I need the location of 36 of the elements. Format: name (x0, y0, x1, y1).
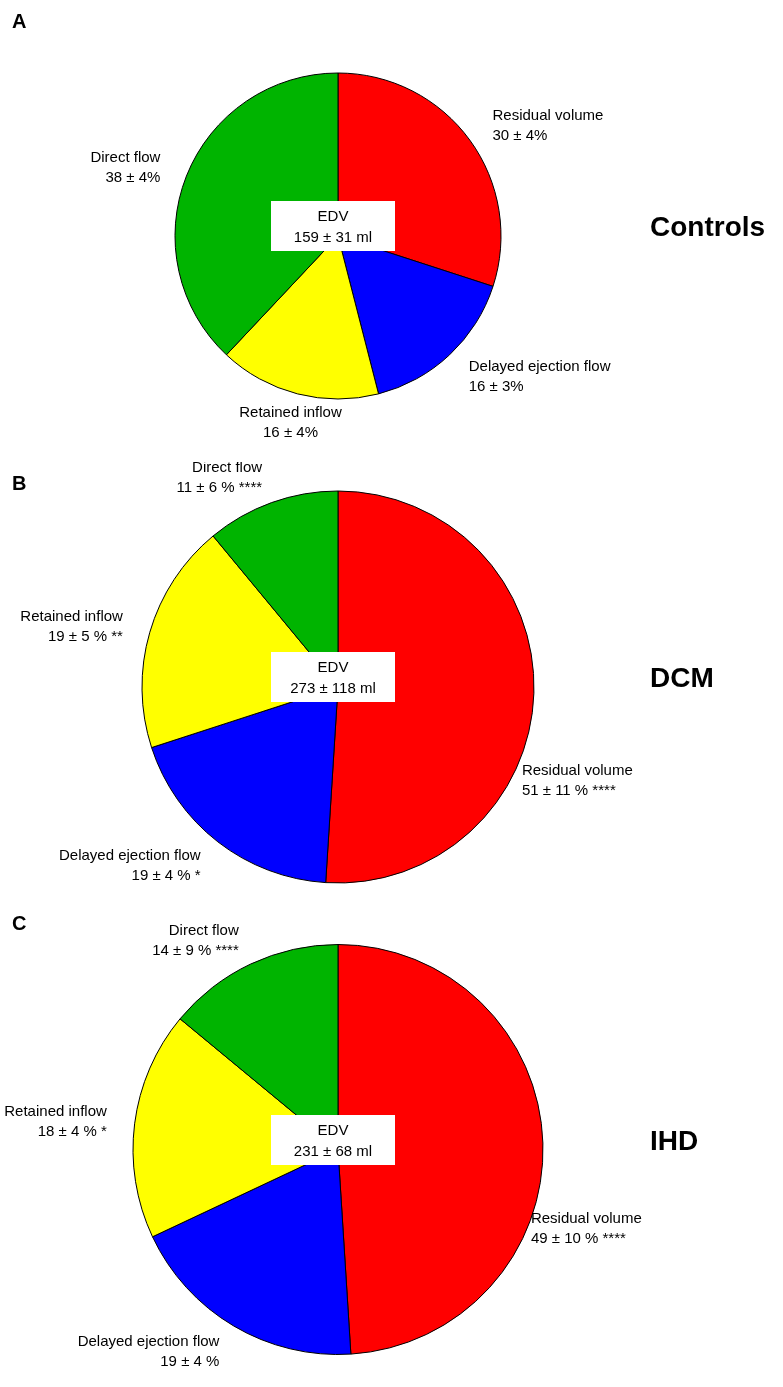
slice-label: Retained inflow (20, 606, 124, 624)
slice-label: Delayed ejection flow (77, 1332, 220, 1350)
slice-label: Direct flow (168, 920, 239, 938)
text: A (12, 10, 27, 33)
slice-label: Residual volume (530, 1209, 642, 1227)
text: 231 ± 68 ml (292, 1140, 374, 1161)
data-label: 14 ± 9 % **** (152, 940, 239, 958)
data-label: 16 ± 3% (468, 377, 524, 395)
data-label: 19 ± 4 % (160, 1352, 220, 1370)
text: 159 ± 31 ml (292, 227, 374, 247)
text: DCM (650, 662, 714, 694)
text: EDV (316, 206, 350, 226)
slice-label: Delayed ejection flow (468, 357, 611, 375)
text: Controls (650, 211, 766, 243)
text: EDV (316, 1119, 350, 1140)
data-label: 49 ± 10 % **** (530, 1229, 627, 1247)
slice-label: Direct flow (192, 458, 263, 476)
text: B (12, 472, 27, 495)
data-label: 51 ± 11 % **** (521, 781, 616, 799)
text: IHD (650, 1124, 699, 1157)
data-label: 16 ± 4% (263, 423, 318, 440)
slice-label: Residual volume (521, 761, 633, 779)
data-label: 38 ± 4% (105, 167, 161, 185)
slice-label: Residual volume (492, 105, 604, 123)
data-label: 18 ± 4 % * (37, 1122, 107, 1140)
slice-label: Retained inflow (239, 403, 342, 420)
data-label: 19 ± 4 % * (131, 865, 201, 883)
data-label: 30 ± 4% (492, 125, 548, 143)
slice-label: Direct flow (90, 147, 161, 165)
data-label: 19 ± 5 % ** (47, 626, 124, 644)
data-label: 11 ± 6 % **** (176, 478, 263, 496)
text: C (12, 912, 27, 935)
slice-label: Delayed ejection flow (58, 845, 201, 863)
slice-label: Retained inflow (4, 1102, 107, 1120)
text: 273 ± 118 ml (289, 678, 377, 698)
text: EDV (316, 657, 350, 677)
